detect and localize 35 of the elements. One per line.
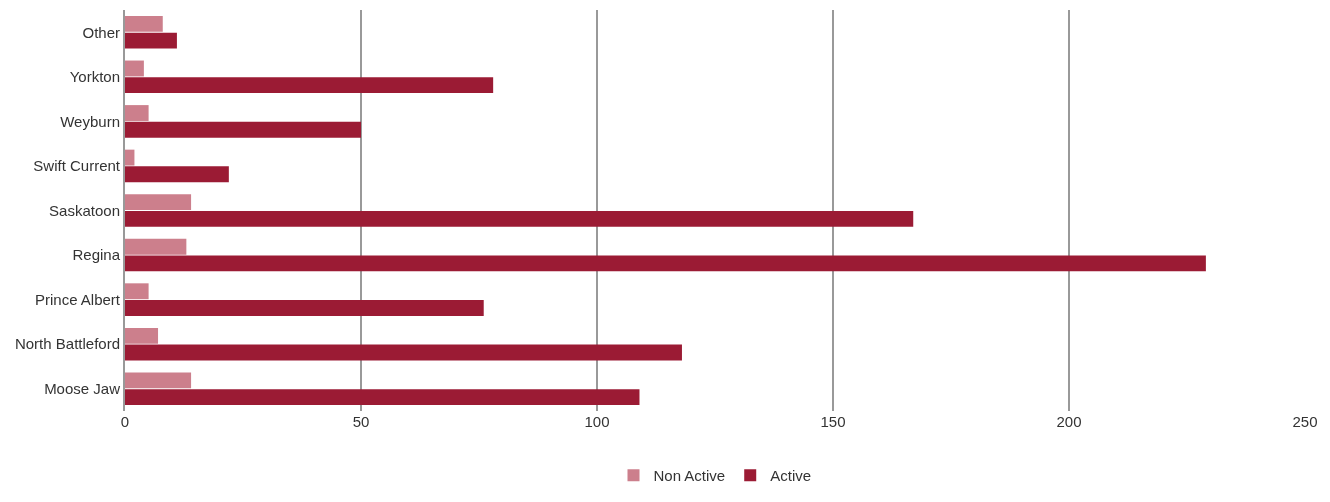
legend-label: Active bbox=[770, 467, 812, 485]
bar bbox=[125, 149, 135, 166]
bar bbox=[125, 372, 192, 389]
bar bbox=[125, 389, 640, 406]
bar bbox=[125, 327, 159, 344]
y-tick-label: Weyburn bbox=[60, 112, 120, 130]
y-tick-label: Regina bbox=[72, 246, 121, 264]
x-tick-label: 150 bbox=[820, 413, 846, 430]
y-tick-label: North Battleford bbox=[14, 335, 120, 353]
bar bbox=[125, 194, 192, 211]
bar bbox=[125, 255, 1206, 272]
y-tick-label: Other bbox=[82, 23, 120, 41]
x-tick-label: 50 bbox=[352, 413, 370, 430]
bar bbox=[125, 210, 914, 227]
y-tick-label: Saskatoon bbox=[49, 201, 120, 219]
y-tick-label: Yorkton bbox=[69, 68, 120, 86]
bar bbox=[125, 344, 682, 361]
x-tick-label: 0 bbox=[120, 413, 130, 430]
legend-label: Non Active bbox=[653, 467, 726, 485]
y-tick-label: Swift Current bbox=[33, 157, 121, 175]
bar bbox=[125, 77, 494, 94]
bar bbox=[125, 32, 177, 49]
bar bbox=[125, 121, 361, 138]
bar bbox=[125, 238, 187, 255]
bar bbox=[125, 15, 163, 32]
x-tick-label: 250 bbox=[1292, 413, 1318, 430]
y-tick-label: Prince Albert bbox=[34, 290, 121, 308]
bar bbox=[125, 300, 484, 316]
bar bbox=[125, 60, 144, 77]
bar bbox=[125, 105, 149, 121]
x-tick-label: 200 bbox=[1056, 413, 1082, 430]
bar bbox=[125, 166, 229, 183]
bar bbox=[125, 283, 149, 300]
y-tick-label: Moose Jaw bbox=[44, 379, 121, 397]
x-tick-label: 100 bbox=[584, 413, 610, 430]
